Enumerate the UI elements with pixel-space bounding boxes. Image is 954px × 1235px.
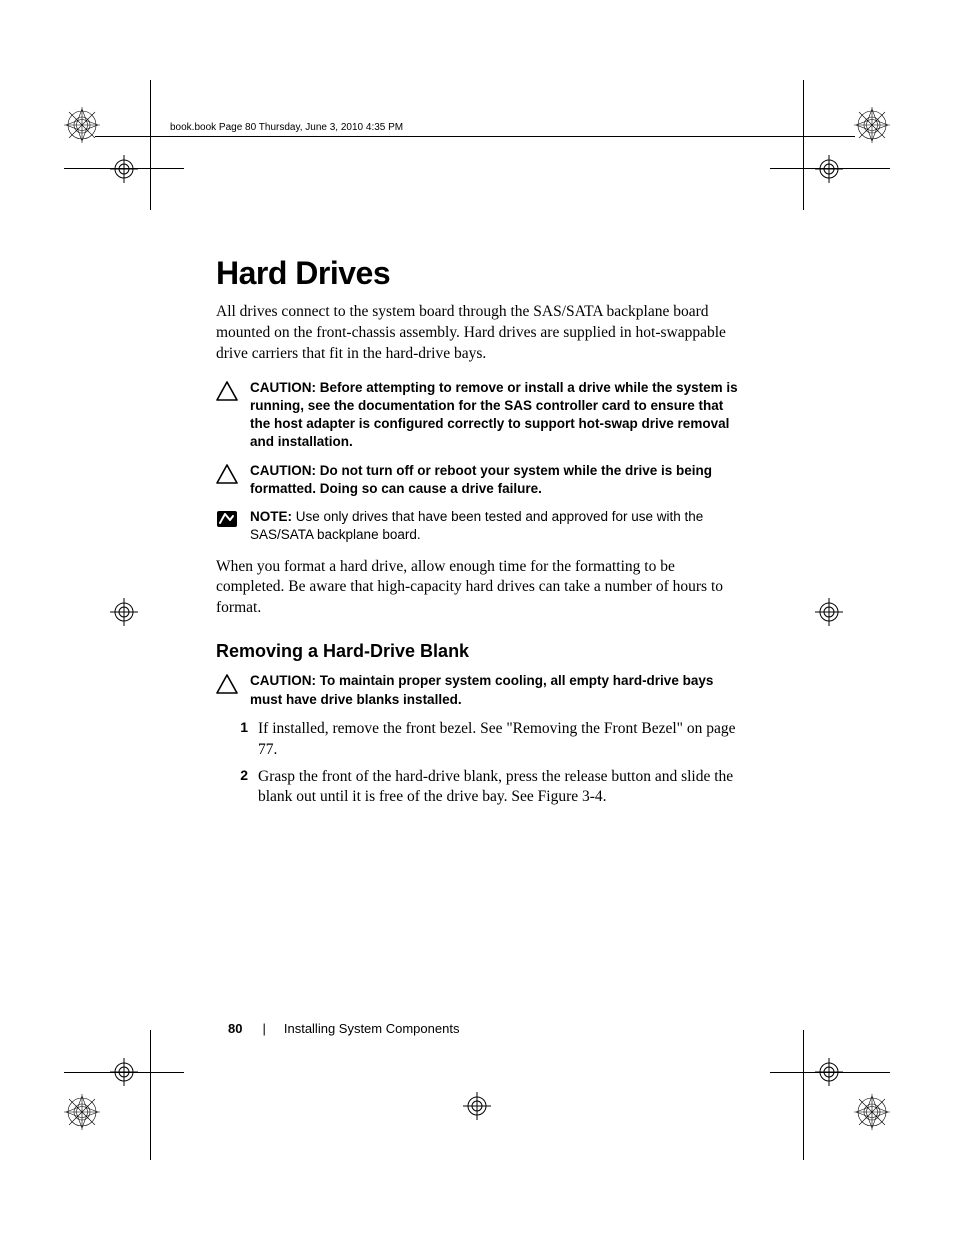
note-icon: [216, 508, 250, 544]
caution-label: CAUTION:: [250, 463, 320, 478]
step-text: Grasp the front of the hard-drive blank,…: [258, 767, 746, 809]
step-item: 1 If installed, remove the front bezel. …: [234, 719, 746, 761]
caution-text: CAUTION: To maintain proper system cooli…: [250, 672, 746, 708]
intro-paragraph: All drives connect to the system board t…: [216, 302, 746, 365]
registration-mark-icon: [815, 1058, 843, 1086]
caution-callout: CAUTION: Do not turn off or reboot your …: [216, 462, 746, 498]
page: book.book Page 80 Thursday, June 3, 2010…: [0, 0, 954, 1235]
trim-line: [150, 80, 151, 210]
step-text: If installed, remove the front bezel. Se…: [258, 719, 746, 761]
registration-mark-icon: [110, 155, 138, 183]
trim-line: [150, 1030, 151, 1160]
caution-text: CAUTION: Before attempting to remove or …: [250, 379, 746, 452]
header-rule: [95, 136, 855, 137]
running-header: book.book Page 80 Thursday, June 3, 2010…: [170, 122, 403, 133]
content-area: Hard Drives All drives connect to the sy…: [216, 255, 746, 814]
section-title: Hard Drives: [216, 255, 746, 292]
page-footer: 80 | Installing System Components: [228, 1021, 459, 1036]
registration-mark-icon: [110, 1058, 138, 1086]
note-text: NOTE: Use only drives that have been tes…: [250, 508, 746, 544]
registration-mark-icon: [463, 1092, 491, 1120]
trim-line: [803, 1030, 804, 1160]
caution-label: CAUTION:: [250, 673, 320, 688]
registration-mark-icon: [110, 598, 138, 626]
registration-mark-icon: [815, 598, 843, 626]
registration-mark-icon: [815, 155, 843, 183]
step-item: 2 Grasp the front of the hard-drive blan…: [234, 767, 746, 809]
step-number: 1: [234, 719, 258, 761]
starburst-icon: [62, 1092, 102, 1137]
body-paragraph: When you format a hard drive, allow enou…: [216, 557, 746, 620]
trim-line: [803, 80, 804, 210]
caution-body: To maintain proper system cooling, all e…: [250, 673, 713, 706]
caution-text: CAUTION: Do not turn off or reboot your …: [250, 462, 746, 498]
caution-icon: [216, 379, 250, 452]
note-callout: NOTE: Use only drives that have been tes…: [216, 508, 746, 544]
starburst-icon: [852, 1092, 892, 1137]
step-number: 2: [234, 767, 258, 809]
note-label: NOTE:: [250, 509, 296, 524]
caution-callout: CAUTION: Before attempting to remove or …: [216, 379, 746, 452]
caution-body: Before attempting to remove or install a…: [250, 380, 738, 450]
chapter-name: Installing System Components: [284, 1021, 460, 1036]
page-number: 80: [228, 1021, 242, 1036]
note-body: Use only drives that have been tested an…: [250, 509, 703, 542]
caution-icon: [216, 462, 250, 498]
caution-label: CAUTION:: [250, 380, 320, 395]
footer-separator: |: [262, 1021, 265, 1036]
subsection-title: Removing a Hard-Drive Blank: [216, 641, 746, 662]
caution-icon: [216, 672, 250, 708]
caution-body: Do not turn off or reboot your system wh…: [250, 463, 712, 496]
starburst-icon: [62, 105, 102, 150]
caution-callout: CAUTION: To maintain proper system cooli…: [216, 672, 746, 708]
starburst-icon: [852, 105, 892, 150]
